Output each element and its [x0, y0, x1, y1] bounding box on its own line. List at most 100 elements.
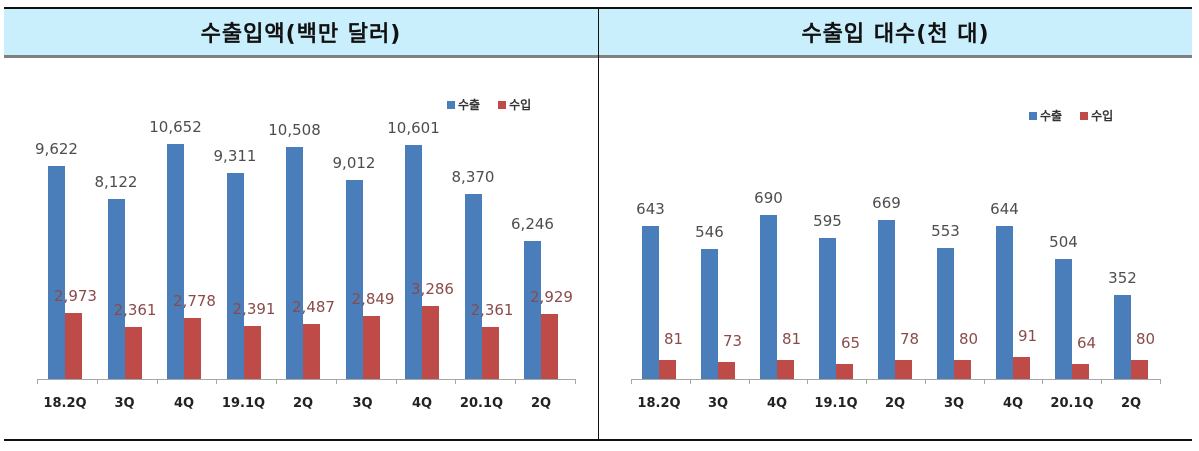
bar-import [1013, 357, 1030, 379]
value-label-import: 2,973 [54, 287, 97, 306]
bar-export [405, 144, 422, 379]
bar-export [1055, 259, 1072, 379]
x-axis-label: 4Q [173, 396, 195, 411]
bar-export [760, 214, 777, 379]
x-axis-tick [1160, 379, 1161, 384]
x-axis-tick [866, 379, 868, 384]
x-axis-tick [515, 379, 517, 384]
legend-swatch [1029, 111, 1037, 120]
bar-import [541, 314, 558, 379]
value-label-export: 8,122 [94, 173, 138, 192]
chart-legend: 수출 수입 [447, 96, 549, 113]
legend-label: 수출 [458, 98, 481, 112]
value-label-import: 73 [722, 331, 743, 350]
legend-label: 수입 [509, 98, 532, 112]
value-label-export: 644 [990, 199, 1019, 218]
bar-export [345, 179, 363, 379]
x-axis-label: 4Q [411, 396, 433, 411]
value-label-import: 2,487 [292, 298, 335, 317]
legend-item-import: 수입 [498, 96, 531, 113]
value-label-import: 80 [1135, 329, 1156, 348]
value-label-import: 2,391 [232, 300, 276, 319]
value-label-import: 2,929 [530, 288, 573, 307]
bar-import [362, 316, 380, 379]
bar-import [718, 361, 735, 379]
chart-legend: 수출 수입 [1029, 107, 1131, 124]
x-axis-tick [276, 379, 278, 384]
left-panel-title: 수출입액(백만 달러) [4, 9, 598, 58]
bar-export [937, 247, 954, 379]
bar-import [895, 360, 912, 379]
x-axis-label: 2Q [530, 396, 552, 411]
x-axis-label: 4Q [766, 396, 788, 411]
x-axis-tick [1042, 379, 1044, 384]
bar-export [1114, 295, 1131, 379]
x-axis-label: 19.1Q [221, 396, 266, 411]
right-panel-title: 수출입 대수(천 대) [599, 9, 1192, 58]
x-axis-line [631, 379, 1160, 380]
bar-export [996, 225, 1013, 379]
x-axis-label: 19.1Q [814, 396, 858, 411]
x-axis-tick [631, 379, 632, 384]
value-label-export: 352 [1108, 269, 1137, 288]
value-label-import: 65 [840, 333, 861, 352]
value-label-export: 546 [695, 223, 724, 242]
bar-import [481, 326, 499, 379]
legend-swatch [447, 100, 455, 109]
value-label-import: 80 [958, 329, 979, 348]
value-label-export: 10,652 [149, 117, 202, 136]
value-label-import: 2,361 [470, 300, 514, 319]
value-label-export: 10,601 [387, 118, 440, 137]
bar-export [464, 194, 482, 379]
bar-import [65, 313, 82, 379]
value-label-export: 9,622 [35, 140, 78, 159]
bar-import [659, 359, 676, 379]
bar-import [303, 324, 320, 379]
x-axis-tick [1101, 379, 1103, 384]
value-label-export: 553 [931, 221, 960, 240]
x-axis-label: 18.2Q [637, 396, 681, 411]
value-label-export: 595 [813, 211, 842, 230]
value-label-export: 8,370 [451, 168, 495, 186]
x-axis-label: 3Q [352, 396, 373, 411]
bar-import [1131, 359, 1148, 379]
bottom-rule [4, 439, 1192, 441]
x-axis-label: 3Q [943, 396, 965, 411]
legend-item-export: 수출 [447, 96, 480, 113]
bar-export [524, 240, 541, 379]
x-axis-tick [689, 379, 691, 384]
x-axis-label: 2Q [884, 396, 906, 411]
x-axis-label: 4Q [1002, 396, 1024, 411]
x-axis-tick [924, 379, 926, 384]
x-axis-label: 2Q [292, 396, 314, 411]
bar-export [819, 237, 836, 379]
value-label-import: 2,361 [113, 300, 157, 319]
x-axis-tick [216, 379, 218, 384]
bar-import [954, 359, 971, 379]
legend-swatch [498, 100, 507, 109]
value-label-import: 2,778 [173, 291, 216, 310]
legend-swatch [1080, 111, 1089, 120]
x-axis-label: 18.2Q [43, 396, 87, 411]
x-axis-tick [395, 379, 397, 384]
value-label-import: 81 [781, 329, 802, 348]
value-label-import: 78 [899, 330, 920, 349]
x-axis-tick [455, 379, 457, 384]
x-axis-line [37, 379, 575, 380]
bar-import [184, 317, 201, 379]
legend-item-export: 수출 [1029, 107, 1062, 124]
bar-import [1072, 363, 1089, 379]
bar-export [48, 166, 65, 379]
value-label-export: 9,012 [332, 153, 376, 172]
panel-divider [598, 7, 599, 441]
value-label-import: 64 [1076, 333, 1097, 352]
x-axis-tick [335, 379, 337, 384]
bar-export [878, 219, 895, 379]
bar-import [124, 326, 142, 379]
bar-import [836, 363, 853, 379]
bar-export [286, 146, 303, 379]
value-label-export: 643 [636, 200, 665, 219]
legend-label: 수입 [1091, 109, 1114, 123]
legend-item-import: 수입 [1080, 107, 1113, 124]
value-label-export: 504 [1049, 233, 1078, 252]
